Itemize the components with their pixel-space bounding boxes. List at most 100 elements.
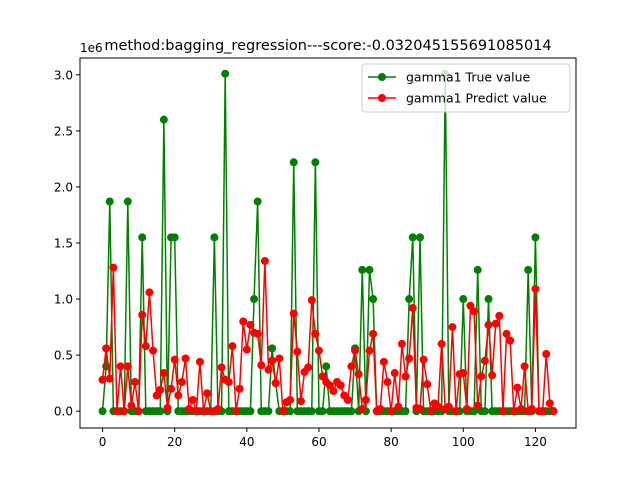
data-point bbox=[289, 309, 298, 318]
data-point bbox=[531, 284, 540, 293]
data-point bbox=[415, 233, 424, 242]
data-point bbox=[138, 310, 147, 319]
data-point bbox=[361, 395, 370, 404]
data-point bbox=[491, 319, 500, 328]
data-point bbox=[192, 407, 201, 416]
data-point bbox=[246, 407, 255, 416]
data-point bbox=[286, 407, 295, 416]
data-point bbox=[379, 357, 388, 366]
y-offset-text: 1e6 bbox=[80, 41, 103, 55]
data-point bbox=[242, 345, 251, 354]
data-point bbox=[123, 362, 132, 371]
data-point bbox=[502, 329, 511, 338]
data-point bbox=[516, 404, 525, 413]
data-point bbox=[470, 307, 479, 316]
data-point bbox=[351, 346, 360, 355]
data-point bbox=[462, 404, 471, 413]
legend-label: gamma1 Predict value bbox=[406, 91, 547, 106]
data-point bbox=[131, 378, 140, 387]
legend-box bbox=[361, 63, 571, 113]
data-point bbox=[444, 402, 453, 411]
data-point bbox=[322, 362, 331, 371]
data-point bbox=[156, 407, 165, 416]
data-point bbox=[506, 336, 515, 345]
data-point bbox=[347, 407, 356, 416]
x-tick-label: 120 bbox=[524, 435, 547, 449]
x-tick-label: 20 bbox=[167, 435, 182, 449]
data-point bbox=[264, 365, 273, 374]
data-point bbox=[156, 385, 165, 394]
data-point bbox=[163, 403, 172, 412]
data-point bbox=[275, 354, 284, 363]
data-point bbox=[286, 395, 295, 404]
data-point bbox=[343, 395, 352, 404]
y-tick-label: 0.0 bbox=[54, 405, 73, 419]
x-axis: 0 20 40 60 80 100 120 bbox=[99, 428, 547, 449]
data-point bbox=[358, 265, 367, 274]
data-point bbox=[278, 407, 287, 416]
data-point bbox=[527, 404, 536, 413]
data-point bbox=[134, 407, 143, 416]
data-point bbox=[170, 233, 179, 242]
data-point bbox=[365, 346, 374, 355]
data-point bbox=[185, 404, 194, 413]
data-point bbox=[289, 158, 298, 167]
data-point bbox=[98, 407, 107, 416]
data-point bbox=[405, 354, 414, 363]
data-point bbox=[509, 407, 518, 416]
y-tick-label: 3.0 bbox=[54, 68, 73, 82]
data-point bbox=[250, 295, 259, 304]
data-point bbox=[387, 407, 396, 416]
data-point bbox=[246, 320, 255, 329]
y-tick-label: 2.0 bbox=[54, 180, 73, 194]
data-point bbox=[426, 407, 435, 416]
plot-area bbox=[98, 69, 558, 416]
data-point bbox=[102, 344, 111, 353]
data-point bbox=[123, 197, 132, 206]
data-point bbox=[437, 339, 446, 348]
data-point bbox=[329, 387, 338, 395]
data-point bbox=[336, 381, 345, 390]
data-point bbox=[311, 329, 320, 338]
x-tick-label: 100 bbox=[452, 435, 475, 449]
data-point bbox=[390, 369, 399, 378]
data-point bbox=[260, 256, 269, 265]
data-point bbox=[253, 197, 262, 206]
y-tick-label: 0.5 bbox=[54, 349, 73, 363]
data-point bbox=[549, 407, 558, 416]
data-point bbox=[419, 355, 428, 364]
data-point bbox=[170, 355, 179, 364]
data-point bbox=[141, 342, 150, 351]
data-point bbox=[531, 233, 540, 242]
data-point bbox=[401, 372, 410, 381]
legend-marker bbox=[378, 94, 386, 102]
data-point bbox=[228, 342, 237, 351]
data-point bbox=[318, 407, 327, 416]
data-point bbox=[181, 354, 190, 363]
data-point bbox=[127, 401, 136, 410]
legend-label: gamma1 True value bbox=[406, 70, 531, 85]
data-point bbox=[239, 317, 248, 326]
data-point bbox=[177, 378, 186, 387]
data-point bbox=[203, 389, 212, 398]
data-point bbox=[513, 383, 522, 392]
data-point bbox=[304, 363, 313, 372]
data-point bbox=[221, 69, 230, 78]
data-point bbox=[307, 296, 316, 305]
data-point bbox=[488, 371, 497, 380]
data-point bbox=[232, 407, 241, 416]
data-point bbox=[408, 233, 417, 242]
x-tick-label: 0 bbox=[99, 435, 107, 449]
data-point bbox=[484, 320, 493, 329]
data-point bbox=[369, 295, 378, 304]
data-point bbox=[405, 295, 414, 304]
data-point bbox=[459, 295, 468, 304]
data-point bbox=[423, 380, 432, 389]
data-point bbox=[473, 401, 482, 410]
data-point bbox=[408, 304, 417, 313]
y-tick-label: 2.5 bbox=[54, 124, 73, 138]
y-tick-label: 1.0 bbox=[54, 293, 73, 307]
data-point bbox=[495, 311, 504, 320]
data-point bbox=[293, 347, 302, 356]
data-point bbox=[105, 197, 114, 206]
